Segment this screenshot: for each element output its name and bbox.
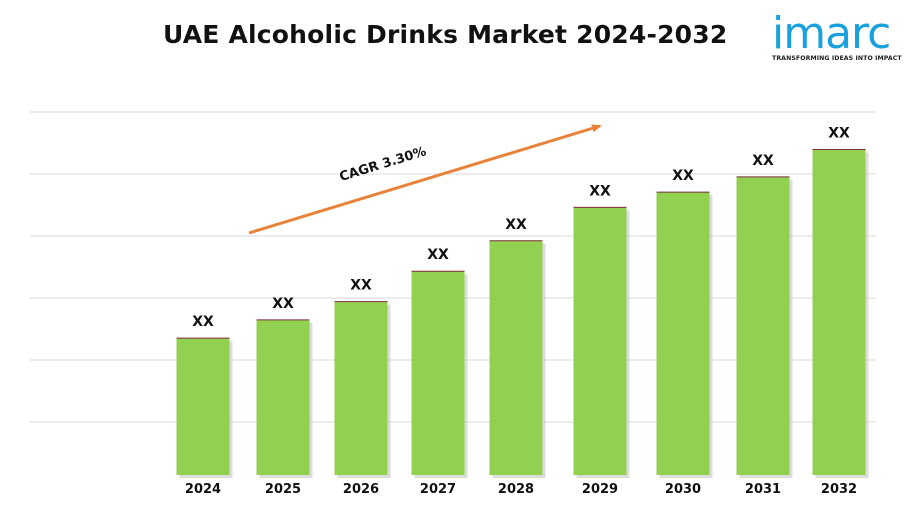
logo-wordmark: imarc [772, 8, 891, 59]
x-tick-2029: 2029 [582, 482, 618, 497]
data-label-2026: XX [350, 278, 372, 294]
bar-2029 [573, 207, 627, 476]
logo-tagline: TRANSFORMING IDEAS INTO IMPACT [772, 55, 902, 62]
x-tick-2030: 2030 [665, 482, 701, 497]
x-axis-tick-labels: 2024 2025 2026 2027 2028 2029 2030 2031 2032 [185, 482, 857, 497]
bar-2026 [334, 301, 388, 475]
data-label-2024: XX [192, 314, 214, 330]
x-tick-2032: 2032 [821, 482, 857, 497]
data-label-2029: XX [589, 183, 611, 199]
cagr-arrow [248, 124, 602, 235]
data-label-2032: XX [828, 126, 850, 142]
data-label-2030: XX [672, 168, 694, 184]
bar-2030 [656, 192, 710, 475]
data-label-2031: XX [752, 153, 774, 169]
chart-title: UAE Alcoholic Drinks Market 2024-2032 [163, 20, 728, 49]
imarc-logo: imarc TRANSFORMING IDEAS INTO IMPACT [770, 8, 902, 68]
cagr-annotation: CAGR 3.30% [248, 124, 602, 235]
bar-2028 [489, 240, 543, 475]
bars [176, 149, 869, 479]
bar-2024 [176, 338, 230, 475]
x-tick-2024: 2024 [185, 482, 221, 497]
bar-2031 [736, 176, 790, 475]
x-tick-2026: 2026 [343, 482, 379, 497]
x-tick-2027: 2027 [420, 482, 456, 497]
bar-2027 [411, 271, 465, 475]
data-label-2028: XX [505, 217, 527, 233]
x-tick-2031: 2031 [745, 482, 781, 497]
bar-2025 [256, 319, 310, 475]
data-label-2027: XX [427, 247, 449, 263]
x-tick-2025: 2025 [265, 482, 301, 497]
cagr-label: CAGR 3.30% [338, 144, 428, 185]
data-labels: XX XX XX XX XX XX XX XX XX [192, 126, 850, 331]
x-tick-2028: 2028 [498, 482, 534, 497]
bar-2032 [812, 149, 866, 475]
data-label-2025: XX [272, 296, 294, 312]
